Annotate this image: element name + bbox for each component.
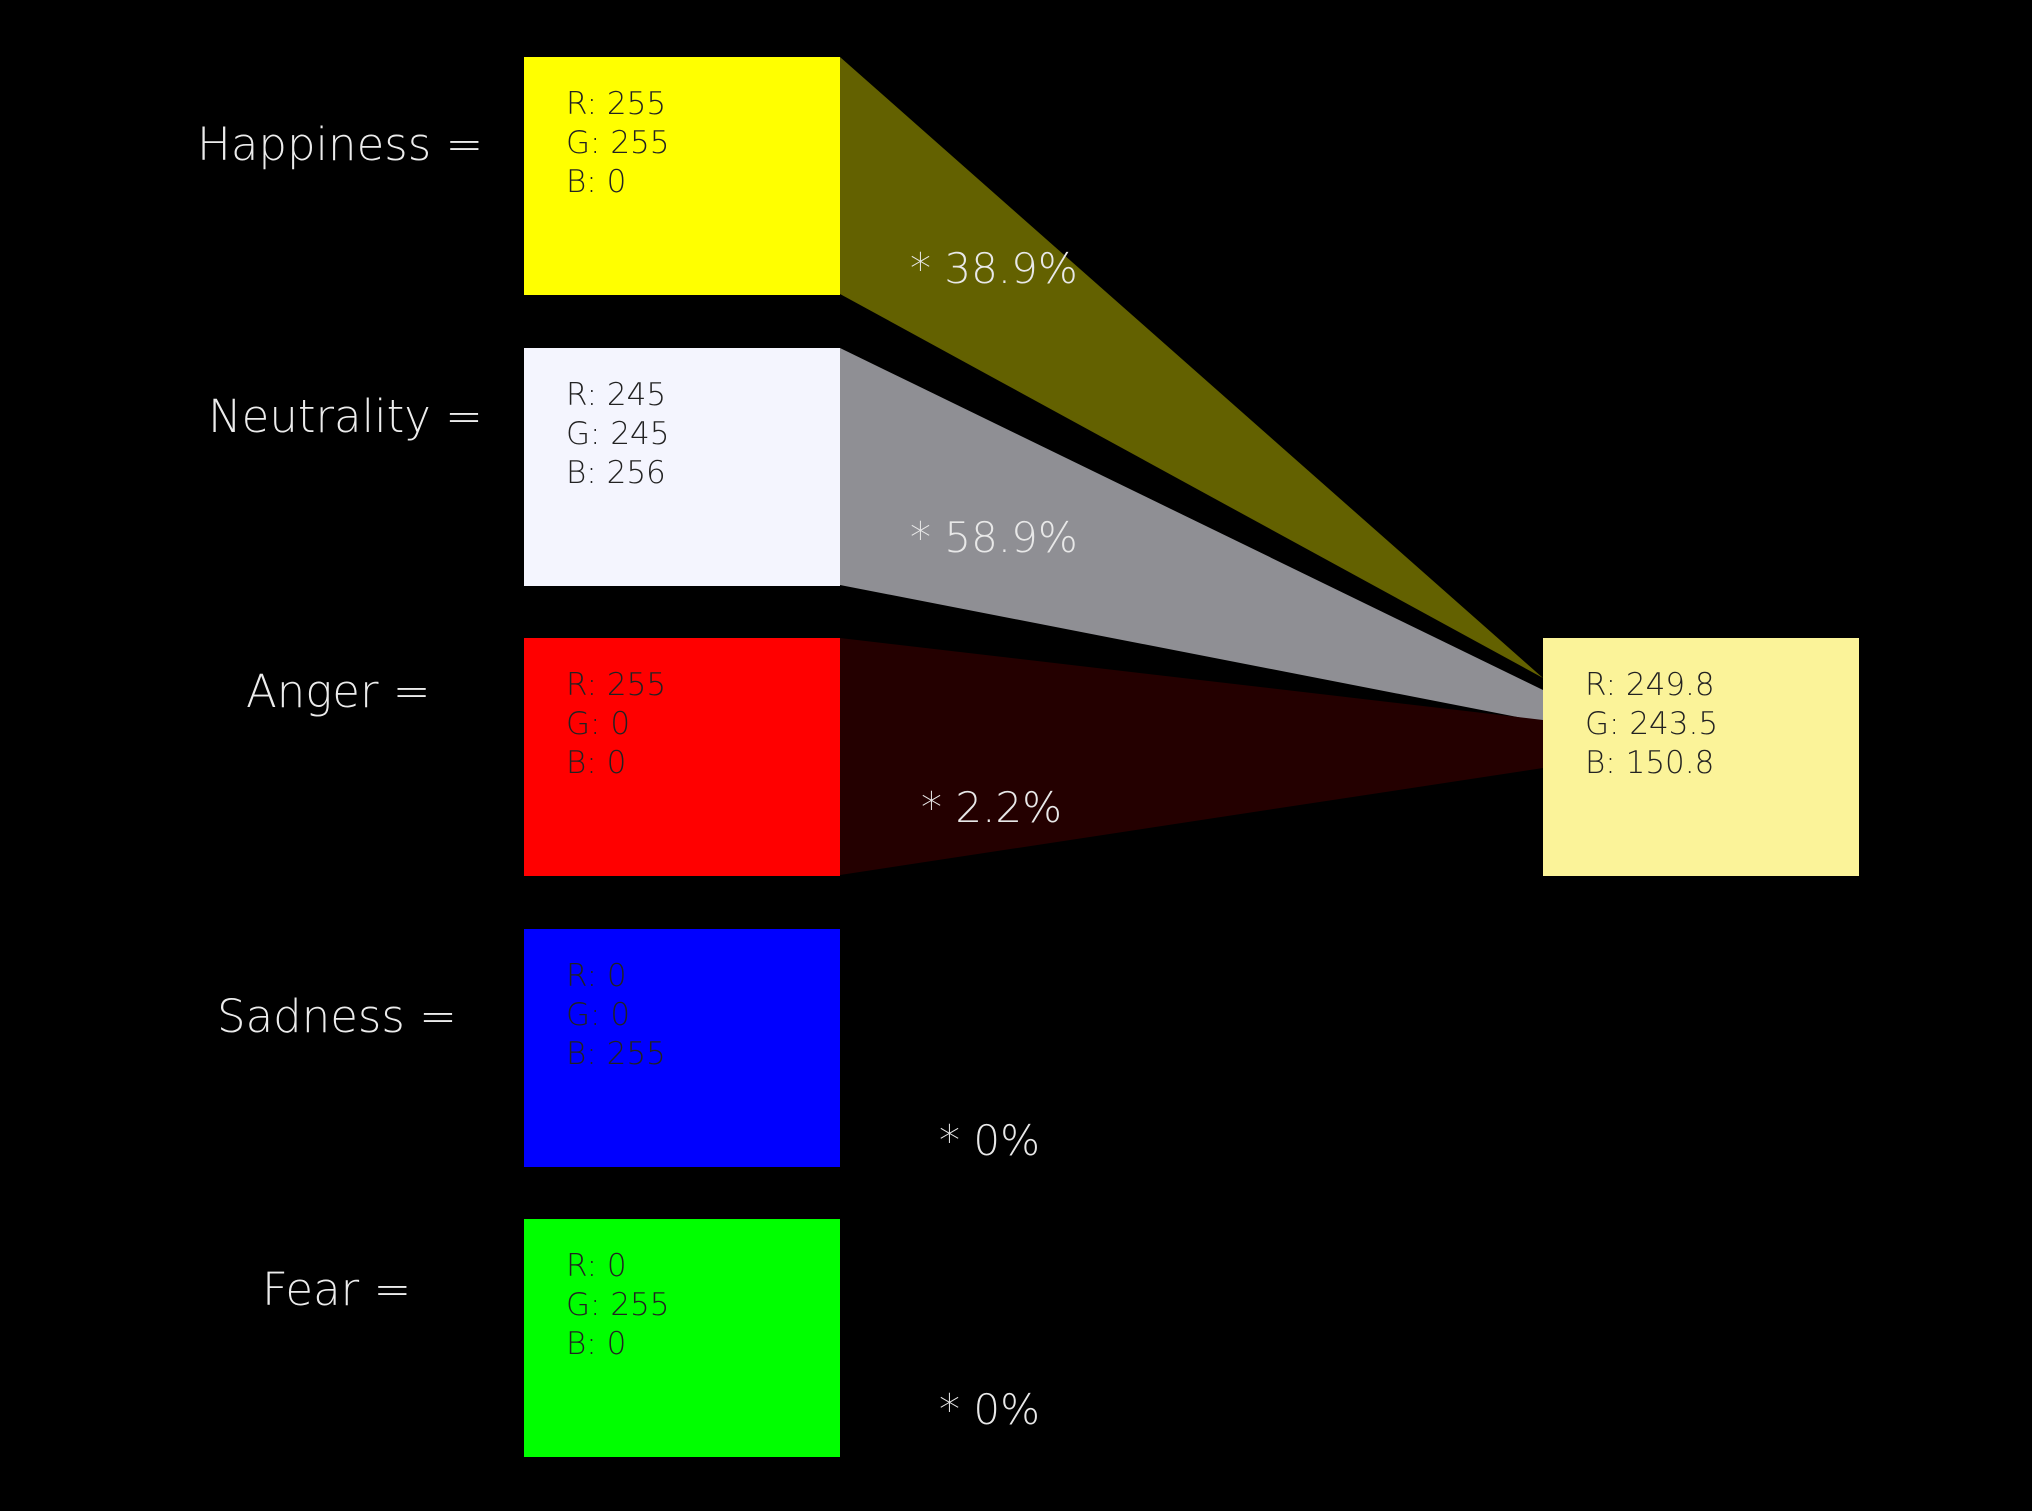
fear-label: Fear = (262, 1263, 412, 1316)
happiness-r-value: R: 255 (566, 86, 667, 122)
neutrality-r-value: R: 245 (566, 377, 667, 413)
result-b-value: B: 150.8 (1585, 745, 1715, 781)
fear-weight: * 0% (939, 1385, 1040, 1434)
happiness-color-box: R: 255 G: 255 B: 0 (524, 57, 840, 295)
anger-weight: * 2.2% (921, 783, 1063, 832)
result-r-value: R: 249.8 (1585, 667, 1715, 703)
neutrality-g-value: G: 245 (566, 416, 670, 452)
anger-r-value: R: 255 (566, 667, 667, 703)
neutrality-wedge (840, 348, 1543, 722)
sadness-color-box: R: 0 G: 0 B: 255 (524, 929, 840, 1167)
anger-b-value: B: 0 (566, 745, 627, 781)
neutrality-weight: * 58.9% (910, 513, 1078, 562)
sadness-g-value: G: 0 (566, 997, 631, 1033)
happiness-wedge (840, 57, 1543, 678)
result-color-box: R: 249.8 G: 243.5 B: 150.8 (1543, 638, 1859, 876)
happiness-label: Happiness = (197, 118, 484, 171)
neutrality-label: Neutrality = (208, 390, 483, 443)
sadness-weight: * 0% (939, 1116, 1040, 1165)
happiness-weight: * 38.9% (910, 244, 1078, 293)
anger-g-value: G: 0 (566, 706, 631, 742)
sadness-label: Sadness = (217, 990, 457, 1043)
fear-r-value: R: 0 (566, 1248, 627, 1284)
anger-wedge (840, 638, 1543, 875)
sadness-r-value: R: 0 (566, 958, 627, 994)
happiness-g-value: G: 255 (566, 125, 670, 161)
fear-color-box: R: 0 G: 255 B: 0 (524, 1219, 840, 1457)
neutrality-b-value: B: 256 (566, 455, 666, 491)
result-g-value: G: 243.5 (1585, 706, 1719, 742)
anger-label: Anger = (246, 665, 431, 718)
anger-color-box: R: 255 G: 0 B: 0 (524, 638, 840, 876)
neutrality-color-box: R: 245 G: 245 B: 256 (524, 348, 840, 586)
fear-b-value: B: 0 (566, 1326, 627, 1362)
happiness-b-value: B: 0 (566, 164, 627, 200)
sadness-b-value: B: 255 (566, 1036, 666, 1072)
fear-g-value: G: 255 (566, 1287, 670, 1323)
